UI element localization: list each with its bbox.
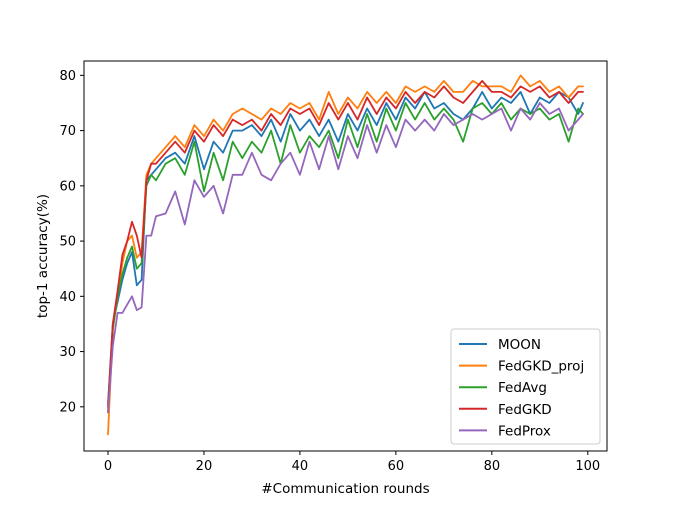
x-tick-label: 40: [292, 459, 309, 474]
x-tick-label: 20: [196, 459, 213, 474]
y-tick-label: 60: [59, 179, 76, 194]
series-layer: [107, 74, 584, 436]
x-tick-label: 60: [388, 459, 405, 474]
x-tick-label: 0: [104, 459, 112, 474]
legend-label: FedAvg: [498, 380, 547, 396]
legend-label: FedGKD: [498, 402, 552, 418]
y-tick-label: 40: [59, 290, 76, 305]
axis-ticks: 0 20 40 60 80 100 20 30 40 50 60 70 80: [59, 69, 600, 474]
x-axis-label: #Communication rounds: [261, 481, 429, 497]
series-line-fedgkd-proj: [107, 74, 584, 436]
series-line-fedgkd: [107, 80, 584, 408]
plot-area-frame: [83, 60, 608, 452]
x-tick-label: 80: [484, 459, 501, 474]
series-line-fedprox: [107, 102, 584, 414]
legend-label: FedGKD_proj: [498, 359, 584, 375]
y-tick-label: 80: [59, 69, 76, 84]
x-tick-label: 100: [575, 459, 600, 474]
series-line-fedavg: [107, 102, 584, 414]
legend-label: FedProx: [498, 423, 551, 439]
y-tick-label: 70: [59, 124, 76, 139]
legend-box: [450, 328, 601, 445]
y-tick-label: 50: [59, 235, 76, 250]
chart-legend: MOON FedGKD_proj FedAvg FedGKD FedProx: [450, 328, 601, 445]
y-tick-label: 20: [59, 400, 76, 415]
y-axis-label: top-1 accuracy(%): [35, 194, 51, 318]
series-line-moon: [107, 91, 584, 405]
legend-label: MOON: [498, 337, 541, 353]
y-tick-label: 30: [59, 345, 76, 360]
